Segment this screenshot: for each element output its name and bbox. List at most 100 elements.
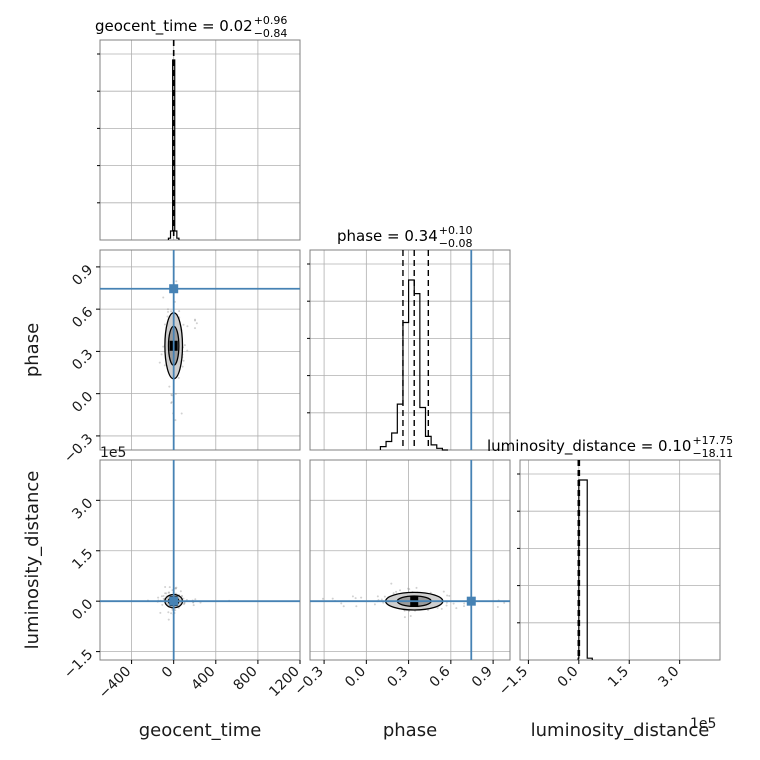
sample-point — [183, 344, 186, 347]
sample-point — [181, 594, 184, 597]
sample-point — [164, 586, 167, 589]
panel-frame — [99, 459, 301, 661]
sample-point — [463, 602, 466, 605]
x-tick-label: 800 — [231, 664, 261, 694]
sample-point — [174, 392, 177, 395]
sample-point — [174, 587, 177, 590]
panel-frame — [309, 459, 511, 661]
sample-point — [171, 394, 174, 397]
sample-point — [174, 587, 177, 590]
sample-point — [181, 365, 184, 368]
title-upper-error: +0.96 — [254, 14, 288, 27]
sample-point — [503, 601, 506, 604]
histogram-luminosity_distance — [577, 479, 593, 660]
sample-point — [446, 594, 449, 597]
sample-point — [194, 318, 197, 321]
scatter-cloud — [146, 586, 231, 621]
sample-point — [463, 605, 466, 608]
sample-point — [496, 605, 499, 608]
sample-point — [162, 597, 165, 600]
sample-point — [167, 591, 170, 594]
sample-point — [354, 597, 357, 600]
y-tick-label: 0.3 — [69, 346, 96, 373]
sample-point — [162, 345, 165, 348]
title-lower-error: −0.08 — [439, 237, 473, 250]
x-axis-label-geocent_time: geocent_time — [139, 720, 262, 741]
sample-point — [162, 296, 165, 299]
sample-point — [163, 364, 166, 367]
y-axis-label-phase: phase — [22, 323, 43, 377]
sample-point — [409, 614, 412, 617]
sample-point — [167, 618, 170, 621]
x-tick-label: 0.3 — [384, 664, 411, 691]
sample-point — [445, 604, 448, 607]
x-tick-label: −1.5 — [496, 664, 531, 699]
sample-point — [182, 597, 185, 600]
sample-point — [167, 310, 170, 313]
sample-point — [160, 353, 163, 356]
sample-point — [455, 607, 458, 610]
sample-point — [390, 582, 393, 585]
title-lower-error: −0.84 — [254, 27, 288, 40]
title-upper-error: +17.75 — [692, 434, 733, 447]
panel-2-2 — [519, 459, 721, 661]
title-luminosity_distance: luminosity_distance = 0.10 — [487, 437, 691, 456]
sample-point — [182, 323, 185, 326]
y-tick-label: −0.3 — [61, 431, 96, 466]
sample-point — [195, 322, 198, 325]
y-tick-label: 0.9 — [69, 262, 96, 289]
sample-point — [448, 594, 451, 597]
sample-point — [170, 401, 173, 404]
sample-point — [442, 590, 445, 593]
panel-frame — [99, 249, 301, 451]
sample-point — [415, 586, 418, 589]
sample-point — [192, 604, 195, 607]
x-tick-label: −400 — [96, 664, 135, 703]
x-offset-label: 1e5 — [690, 716, 716, 732]
y-tick-label: −1.5 — [61, 647, 96, 682]
x-axis-label-phase: phase — [383, 720, 437, 741]
sample-point — [399, 589, 402, 592]
sample-point — [174, 609, 177, 612]
panel-frame — [309, 249, 511, 451]
x-tick-label: 0.0 — [342, 664, 369, 691]
title-phase: phase = 0.34 — [337, 227, 438, 245]
sample-point — [166, 308, 169, 311]
sample-point — [175, 586, 178, 589]
x-tick-label: 0.9 — [469, 664, 496, 691]
sample-point — [186, 349, 189, 352]
sample-point — [440, 607, 443, 610]
panel-0-0 — [99, 39, 301, 241]
panel-2-1 — [309, 459, 511, 661]
sample-point — [160, 595, 163, 598]
y-tick-label: 0.0 — [69, 389, 96, 416]
sample-point — [445, 601, 448, 604]
sample-point — [163, 323, 166, 326]
sample-point — [157, 596, 160, 599]
x-tick-label: 400 — [188, 664, 218, 694]
sample-point — [162, 595, 165, 598]
sample-point — [395, 590, 398, 593]
x-axis-label-luminosity_distance: luminosity_distance — [531, 720, 710, 741]
y-offset-label: 1e5 — [100, 445, 126, 461]
sample-point — [180, 412, 183, 415]
sample-point — [182, 359, 185, 362]
sample-point — [452, 602, 455, 605]
sample-point — [373, 603, 376, 606]
sample-point — [340, 602, 343, 605]
panel-frame — [99, 39, 301, 241]
sample-point — [436, 606, 439, 609]
sample-point — [179, 590, 182, 593]
panel-2-0 — [99, 459, 301, 661]
title-lower-error: −18.11 — [692, 447, 733, 460]
panel-1-1 — [309, 249, 511, 451]
sample-point — [382, 601, 385, 604]
sample-point — [164, 592, 167, 595]
panel-frame — [519, 459, 721, 661]
sample-point — [159, 611, 162, 614]
sample-point — [360, 596, 363, 599]
y-tick-label: 1.5 — [69, 546, 96, 573]
sample-point — [331, 597, 334, 600]
sample-point — [183, 601, 186, 604]
